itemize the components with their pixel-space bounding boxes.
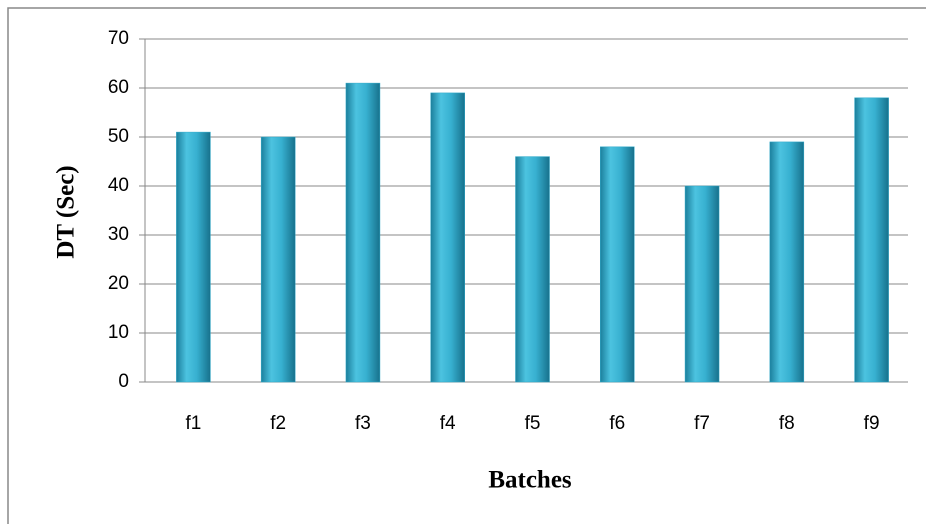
bar bbox=[600, 146, 635, 383]
x-axis-title: Batches bbox=[488, 467, 572, 494]
bar bbox=[345, 82, 381, 383]
x-tick-label: f8 bbox=[779, 413, 795, 434]
y-tick-label: 60 bbox=[108, 77, 129, 98]
bar bbox=[176, 131, 211, 383]
x-tick-label: f1 bbox=[185, 413, 201, 434]
bar bbox=[515, 156, 550, 383]
x-tick-label: f5 bbox=[525, 413, 541, 434]
bar bbox=[769, 141, 805, 383]
bar bbox=[854, 97, 889, 383]
x-tick-label: f2 bbox=[270, 413, 286, 434]
y-tick-label: 10 bbox=[108, 322, 129, 343]
bar bbox=[260, 136, 296, 383]
y-axis-title: DT (Sec) bbox=[53, 165, 80, 258]
x-tick-label: f4 bbox=[440, 413, 456, 434]
y-tick-label: 30 bbox=[108, 224, 129, 245]
y-tick-label: 40 bbox=[108, 175, 129, 196]
x-tick-label: f7 bbox=[694, 413, 710, 434]
bar bbox=[684, 185, 720, 383]
x-tick-label: f6 bbox=[609, 413, 625, 434]
x-tick-label: f9 bbox=[864, 413, 880, 434]
y-tick-label: 20 bbox=[108, 273, 129, 294]
bar bbox=[430, 92, 465, 383]
y-tick-label: 0 bbox=[118, 371, 129, 392]
chart-frame bbox=[7, 7, 926, 524]
y-tick-label: 50 bbox=[108, 126, 129, 147]
y-tick-label: 70 bbox=[108, 28, 129, 49]
x-tick-label: f3 bbox=[355, 413, 371, 434]
